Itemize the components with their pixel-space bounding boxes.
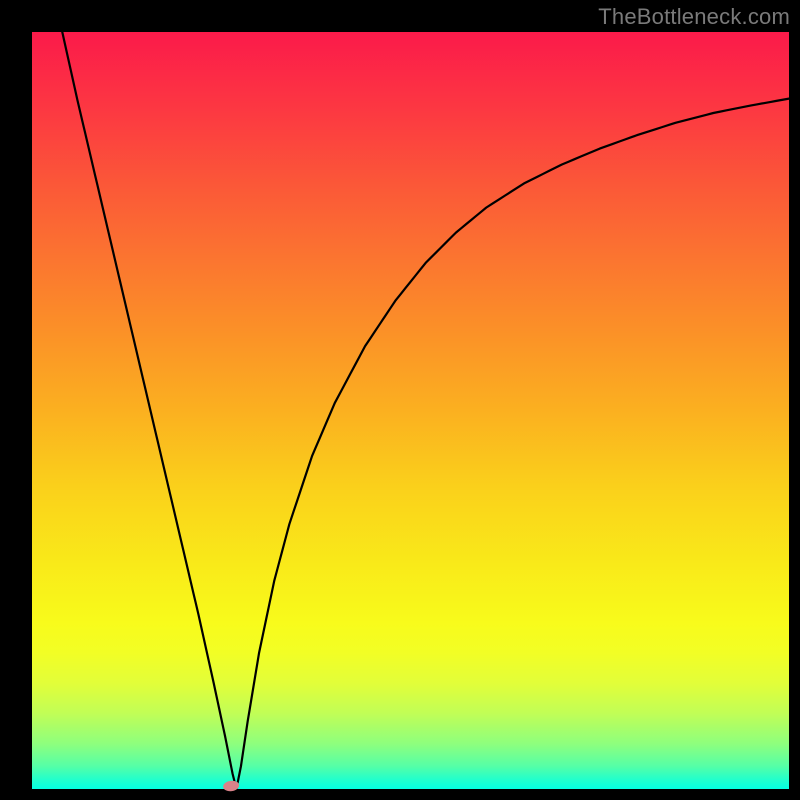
chart-container: TheBottleneck.com [0, 0, 800, 800]
attribution-text: TheBottleneck.com [598, 4, 790, 30]
plot-background [32, 32, 789, 789]
bottleneck-chart [0, 0, 800, 800]
